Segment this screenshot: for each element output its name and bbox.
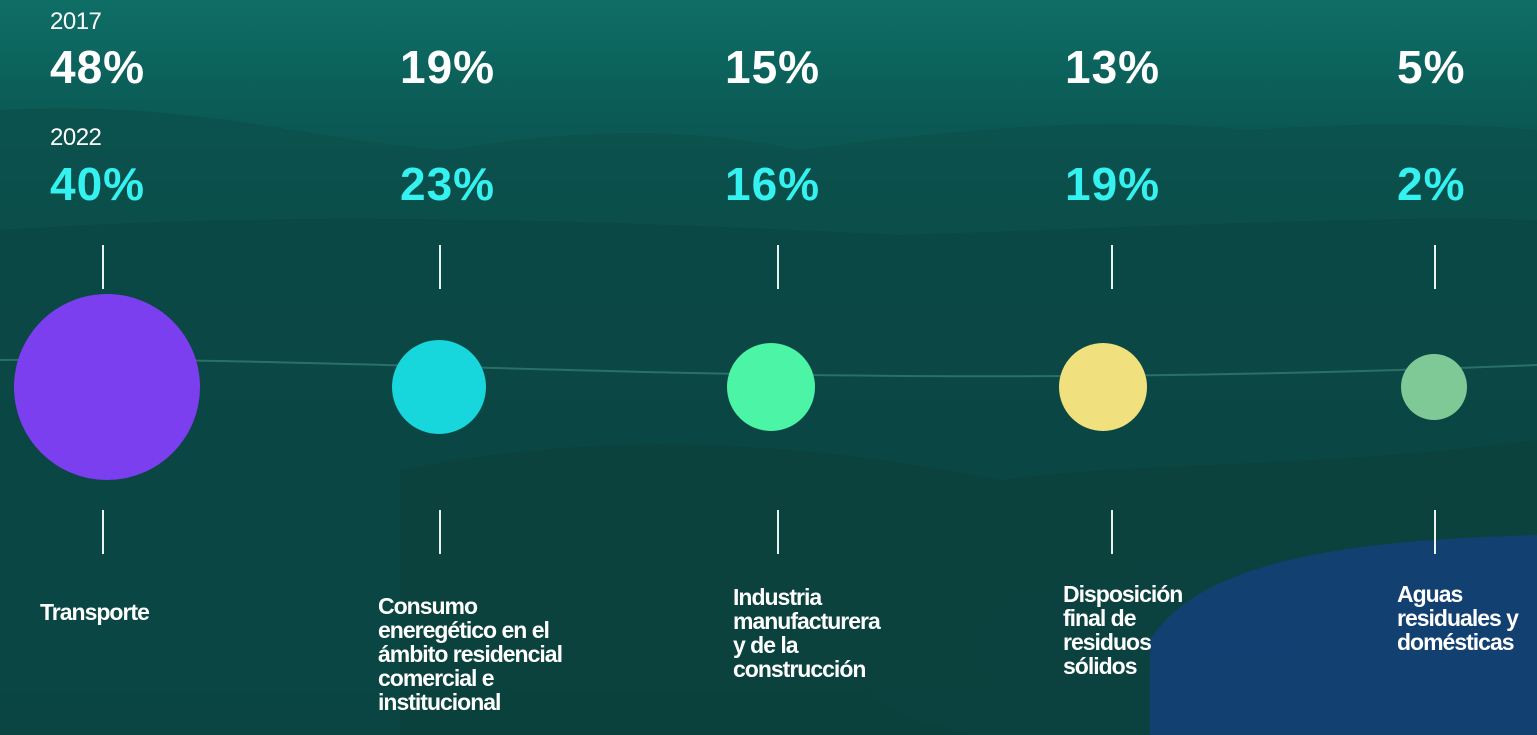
label-line: comercial e xyxy=(378,665,495,691)
connector-line xyxy=(439,245,441,289)
percentage-2017: 5% xyxy=(1397,41,1466,93)
percentage-2017: 13% xyxy=(1065,41,1161,93)
percentage-2022: 16% xyxy=(725,158,821,210)
sector-circle xyxy=(392,340,486,434)
connector-line xyxy=(1111,510,1113,554)
sector-circle xyxy=(1059,343,1147,431)
percentage-2017: 15% xyxy=(725,41,821,93)
percentage-2017: 48% xyxy=(50,41,146,93)
connector-line xyxy=(439,510,441,554)
connector-line xyxy=(777,245,779,289)
connector-line xyxy=(102,510,104,554)
label-line: construcción xyxy=(733,656,866,682)
label-line: eneregético en el xyxy=(378,617,550,643)
percentage-2022: 19% xyxy=(1065,158,1161,210)
label-line: residuales y xyxy=(1397,605,1519,631)
sector-label: Aguas residuales y domésticas xyxy=(1397,581,1519,655)
percentage-2022: 2% xyxy=(1397,158,1466,210)
sector-label: Disposición final de residuos sólidos xyxy=(1063,581,1183,679)
sector-label: Industria manufacturera y de la construcció… xyxy=(733,584,881,682)
label-line: ámbito residencial xyxy=(378,641,563,667)
label-line: institucional xyxy=(378,689,501,715)
label-line: Industria xyxy=(733,584,822,610)
sector-label: Transporte xyxy=(40,599,150,625)
connector-line xyxy=(777,510,779,554)
label-line: manufacturera xyxy=(733,608,881,634)
connector-line xyxy=(1434,245,1436,289)
year-label: 2022 xyxy=(50,124,102,151)
connector-line xyxy=(1434,510,1436,554)
year-label: 2017 xyxy=(50,8,102,35)
sector-label: Consumo eneregético en el ámbito residenci… xyxy=(378,593,563,715)
percentage-2022: 40% xyxy=(50,158,146,210)
label-line: residuos xyxy=(1063,629,1152,655)
label-line: Transporte xyxy=(40,599,150,625)
label-line: Aguas xyxy=(1397,581,1463,607)
label-line: domésticas xyxy=(1397,629,1515,655)
percentage-2017: 19% xyxy=(400,41,496,93)
sector-circle xyxy=(727,343,815,431)
sector-circle xyxy=(1401,354,1467,420)
label-line: final de xyxy=(1063,605,1137,631)
label-line: Consumo xyxy=(378,593,478,619)
sector-circle xyxy=(14,294,200,480)
label-line: y de la xyxy=(733,632,799,658)
label-line: sólidos xyxy=(1063,653,1138,679)
label-line: Disposición xyxy=(1063,581,1183,607)
percentage-2022: 23% xyxy=(400,158,496,210)
connector-line xyxy=(102,245,104,289)
connector-line xyxy=(1111,245,1113,289)
